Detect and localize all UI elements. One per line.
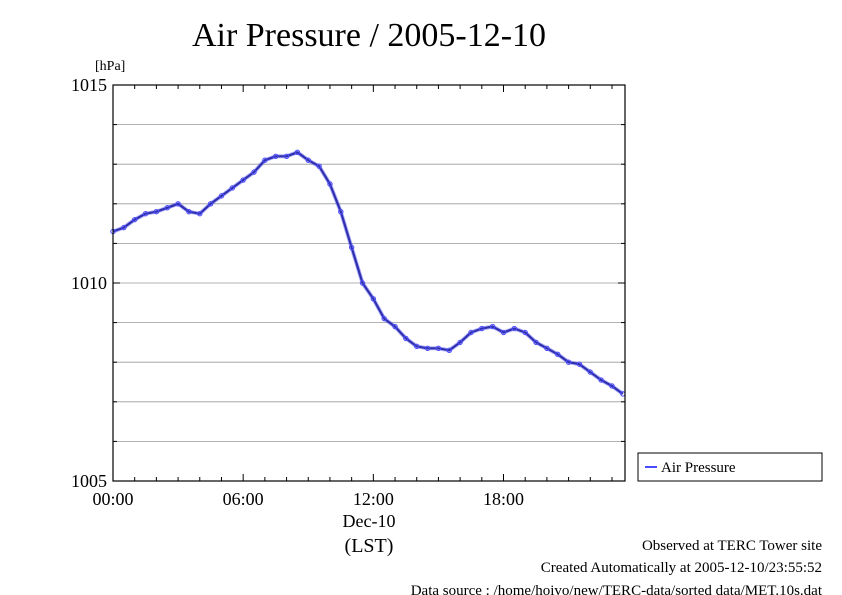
data-point: [197, 211, 203, 217]
data-point: [598, 377, 604, 383]
data-point: [327, 181, 333, 187]
data-point: [435, 345, 442, 352]
data-point: [294, 149, 301, 156]
footer-source: Data source : /home/hoivo/new/TERC-data/…: [411, 583, 823, 595]
data-point: [338, 209, 344, 215]
data-point: [359, 280, 366, 286]
data-point: [316, 163, 322, 169]
x-tick-label: 00:00: [92, 489, 133, 509]
data-point: [468, 329, 474, 336]
chart-title: Air Pressure / 2005-12-10: [192, 17, 546, 54]
data-point: [500, 329, 507, 336]
footer-created: Created Automatically at 2005-12-10/23:5…: [541, 560, 822, 576]
data-point: [381, 315, 387, 322]
x-tick-label: 12:00: [353, 489, 394, 509]
data-point: [229, 185, 236, 191]
data-point: [446, 347, 452, 354]
y-tick-label: 1005: [71, 471, 107, 491]
data-point: [175, 201, 181, 207]
data-point: [403, 335, 409, 342]
data-point: [424, 345, 431, 352]
data-point: [609, 383, 615, 389]
plot-frame: [112, 84, 626, 482]
data-point: [348, 244, 355, 251]
legend-label: Air Pressure: [661, 460, 736, 476]
data-point: [489, 323, 496, 330]
data-point: [273, 153, 279, 159]
data-point: [576, 361, 583, 367]
data-point: [511, 325, 518, 332]
data-point: [121, 224, 127, 231]
data-point: [305, 157, 311, 163]
data-point: [164, 205, 170, 211]
data-point: [186, 209, 192, 215]
data-point: [522, 329, 528, 336]
x-axis-ticks: 00:00 06:00 12:00 18:00: [92, 85, 613, 509]
data-point: [544, 345, 550, 352]
data-point: [555, 351, 561, 357]
data-point: [565, 359, 572, 365]
data-point: [131, 216, 138, 223]
data-point: [153, 209, 160, 215]
series-line: [112, 151, 624, 395]
x-date-label: Dec-10: [343, 511, 396, 531]
data-point: [251, 169, 257, 175]
y-tick-label: 1015: [71, 75, 107, 95]
data-point: [283, 153, 290, 159]
data-point: [262, 157, 268, 163]
data-point: [533, 339, 539, 346]
x-axis-label: (LST): [345, 535, 394, 557]
data-point: [457, 339, 463, 346]
y-unit-label: [hPa]: [95, 59, 125, 74]
legend-box: [637, 452, 823, 482]
footer-observed: Observed at TERC Tower site: [642, 538, 822, 554]
y-tick-label: 1010: [71, 273, 107, 293]
y-axis-ticks: 1005 1010 1015: [71, 75, 625, 491]
x-tick-label: 18:00: [483, 489, 524, 509]
data-point: [142, 211, 149, 217]
data-point: [414, 343, 420, 350]
data-point: [240, 177, 246, 183]
data-point: [207, 201, 214, 207]
legend: Air Pressure: [637, 452, 823, 482]
data-point: [370, 296, 377, 302]
data-point: [479, 325, 485, 332]
x-tick-label: 06:00: [223, 489, 264, 509]
data-point: [587, 369, 593, 375]
grid-lines: [113, 124, 625, 442]
data-point: [218, 193, 225, 199]
series-line-halo: [112, 150, 624, 396]
plot-series: [110, 149, 626, 397]
data-point: [392, 323, 398, 330]
